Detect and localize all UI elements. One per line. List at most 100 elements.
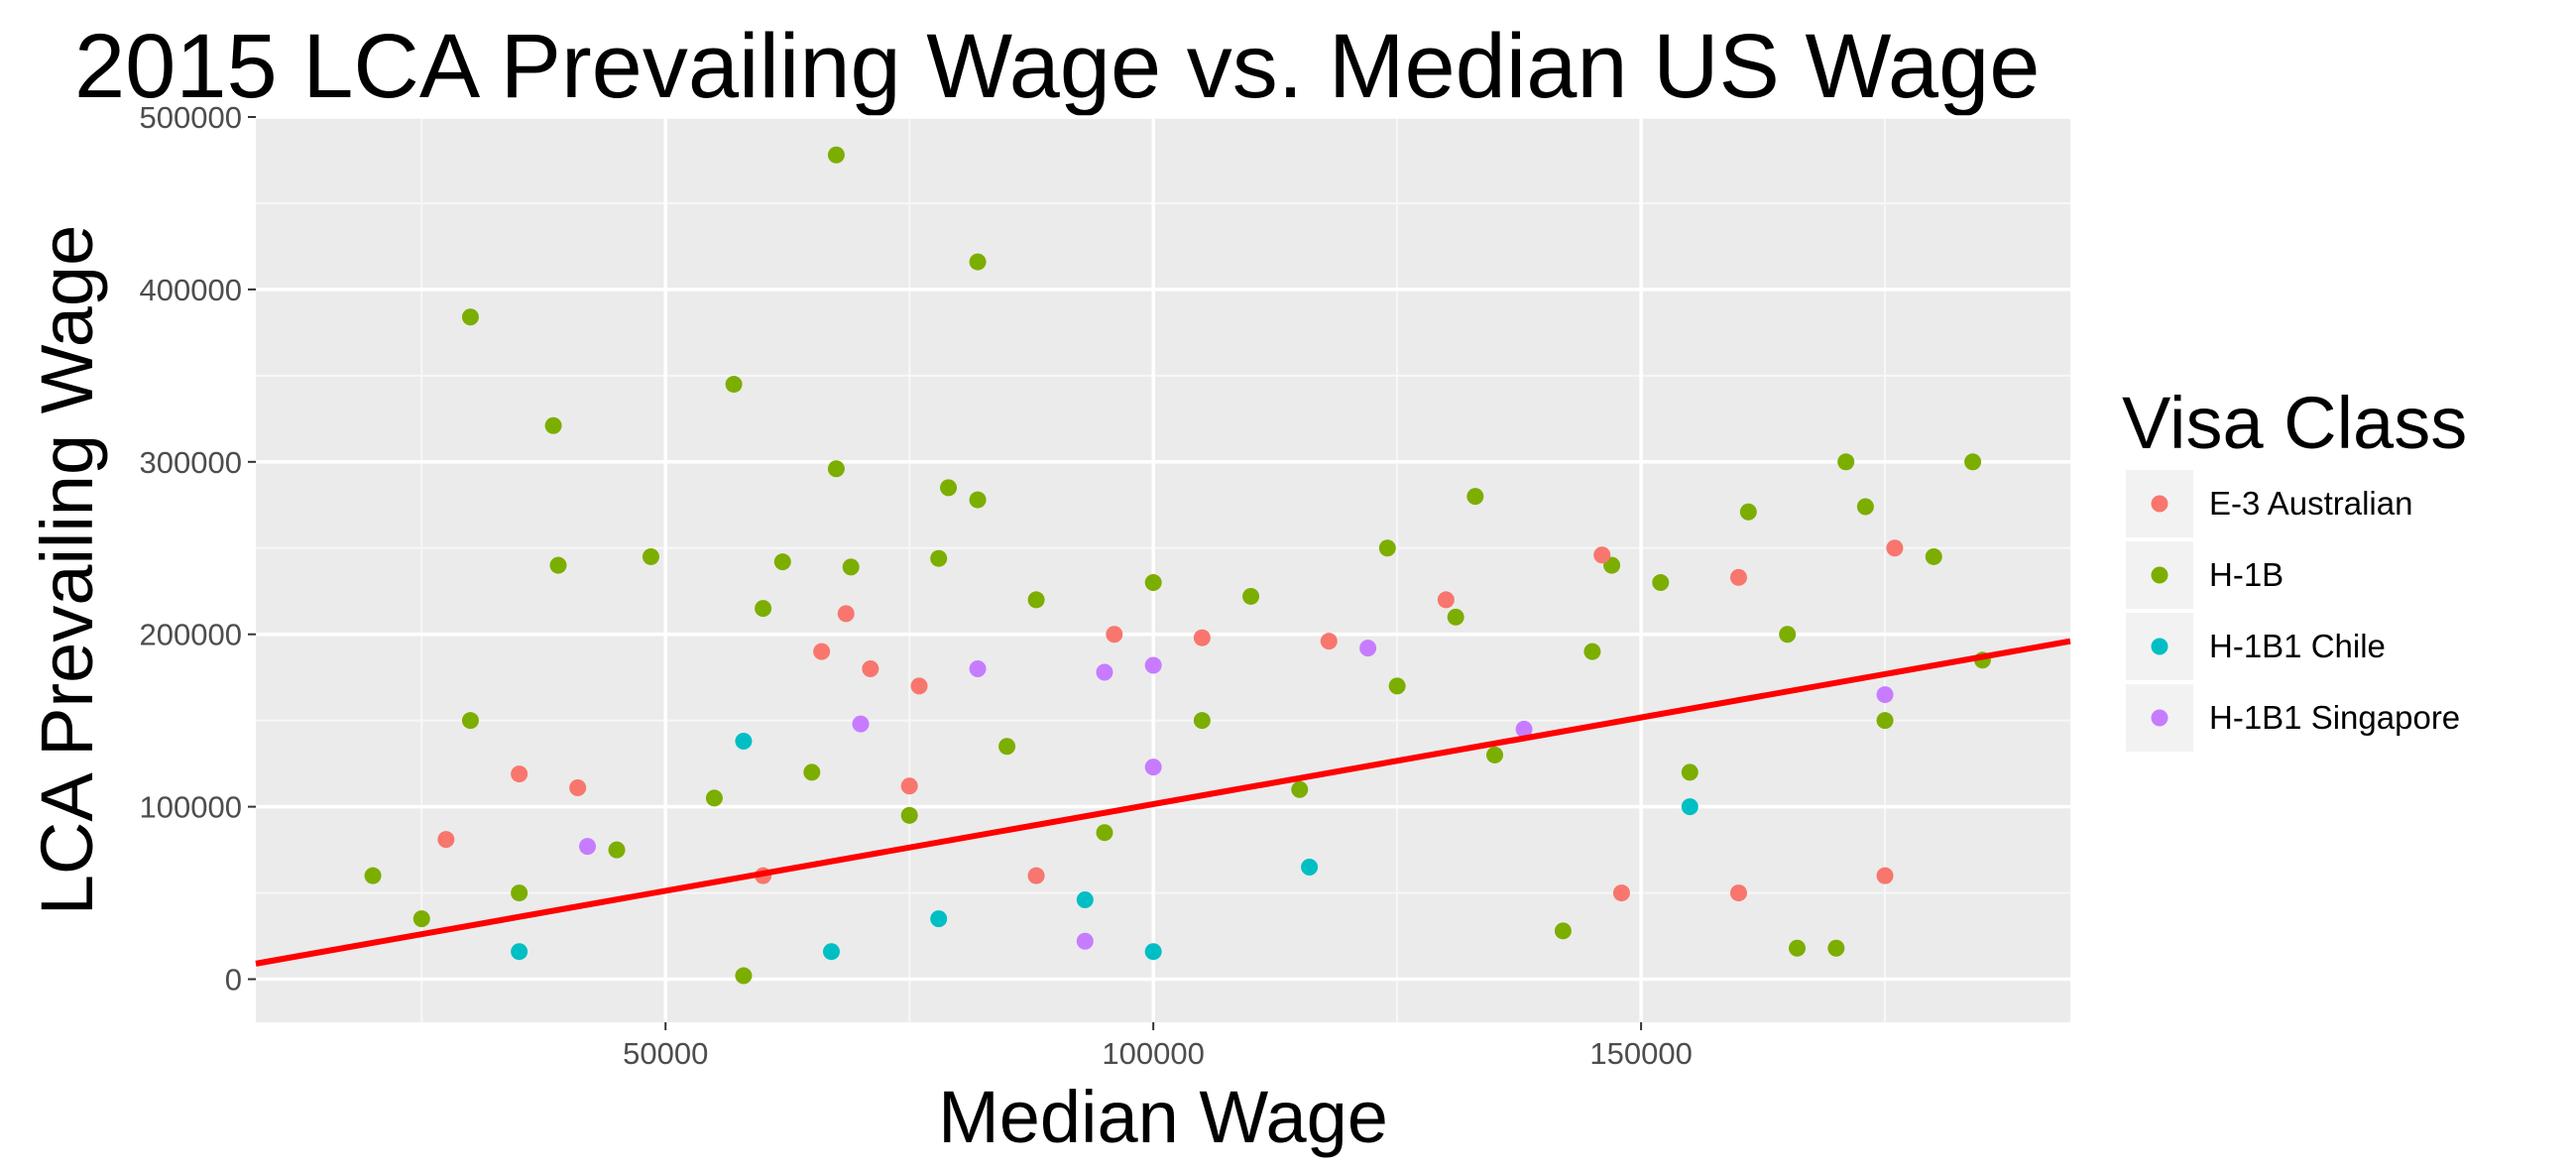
data-point	[930, 549, 948, 567]
data-point	[725, 376, 743, 394]
data-point	[1856, 498, 1874, 516]
trend-line	[255, 638, 2071, 967]
legend-label: E-3 Australian	[2209, 485, 2412, 522]
chart-title: 2015 LCA Prevailing Wage vs. Median US W…	[74, 16, 2040, 117]
data-point	[1144, 759, 1162, 776]
legend-marker	[2151, 709, 2168, 727]
x-axis-ticks: 50000 100000 150000	[623, 1022, 1693, 1071]
data-point	[803, 763, 821, 781]
data-point	[569, 778, 587, 796]
legend-item: H-1B1 Chile	[2126, 613, 2386, 680]
grid-minor	[256, 117, 2070, 1022]
data-point	[412, 910, 430, 928]
legend-marker	[2151, 495, 2168, 513]
data-point	[1027, 591, 1045, 609]
y-tick-label: 400000	[140, 273, 242, 307]
data-point	[1925, 547, 1942, 565]
legend: Visa Class E-3 Australian H-1B H-1B1 Chile…	[2122, 382, 2467, 752]
data-point	[755, 600, 772, 618]
data-point	[1554, 922, 1572, 940]
data-point	[364, 867, 382, 884]
data-point	[1837, 453, 1855, 471]
y-axis-title: LCA Prevailing Wage	[26, 225, 108, 916]
data-point	[900, 806, 918, 824]
data-point	[1681, 763, 1698, 781]
series-h-1b	[364, 146, 1991, 985]
data-point	[813, 643, 831, 660]
data-point	[852, 715, 870, 733]
legend-title: Visa Class	[2122, 382, 2467, 464]
x-axis-title: Median Wage	[938, 1076, 1388, 1158]
data-point	[1583, 643, 1601, 660]
plot-panel	[256, 117, 2070, 1022]
data-point	[735, 733, 753, 751]
data-point	[1193, 629, 1211, 646]
x-tick-label: 150000	[1589, 1036, 1692, 1071]
data-point	[608, 841, 626, 859]
data-point	[827, 146, 845, 164]
y-tick-label: 0	[225, 963, 242, 997]
legend-marker	[2151, 566, 2168, 584]
data-point	[910, 677, 928, 695]
series-h-1b1-singapore	[579, 640, 1894, 950]
data-point	[511, 943, 528, 961]
data-point	[822, 943, 840, 961]
data-point	[1886, 539, 1904, 557]
data-point	[837, 605, 855, 623]
data-point	[544, 416, 562, 434]
data-point	[900, 777, 918, 795]
data-point	[1388, 677, 1406, 695]
data-point	[1681, 798, 1698, 816]
data-point	[1106, 626, 1123, 644]
data-point	[1729, 884, 1747, 902]
data-point	[1027, 867, 1045, 884]
grid-major	[256, 115, 2070, 1022]
data-point	[1466, 488, 1484, 506]
data-point	[862, 659, 879, 677]
data-point	[549, 556, 567, 574]
data-point	[1193, 712, 1211, 730]
data-point	[1096, 824, 1113, 842]
data-point	[1320, 633, 1338, 650]
data-point	[1076, 932, 1094, 950]
data-point	[1876, 867, 1894, 884]
data-point	[842, 558, 860, 576]
data-point	[1739, 503, 1757, 521]
data-point	[1378, 539, 1396, 557]
data-point	[1779, 626, 1797, 644]
data-point	[969, 659, 987, 677]
data-point	[940, 479, 958, 497]
legend-item: E-3 Australian	[2126, 470, 2412, 537]
y-tick-label: 300000	[140, 445, 242, 480]
data-point	[1076, 891, 1094, 909]
data-point	[1144, 943, 1162, 961]
data-point	[1827, 939, 1845, 957]
data-point	[461, 308, 479, 326]
data-point	[1593, 546, 1611, 564]
data-point	[1876, 712, 1894, 730]
data-point	[1729, 568, 1747, 586]
data-point	[969, 253, 987, 271]
legend-label: H-1B	[2209, 556, 2283, 593]
data-point	[998, 738, 1016, 756]
y-tick-label: 100000	[140, 790, 242, 825]
y-tick-label: 500000	[140, 100, 242, 135]
legend-item: H-1B	[2126, 541, 2283, 609]
y-tick-label: 200000	[140, 618, 242, 652]
data-point	[461, 712, 479, 730]
series-h-1b1-chile	[511, 733, 1698, 961]
data-point	[969, 491, 987, 509]
data-point	[1447, 608, 1464, 626]
data-point	[579, 838, 597, 856]
data-point	[773, 553, 791, 571]
data-point	[1437, 591, 1455, 609]
trend-line-group	[255, 638, 2071, 967]
data-point	[1242, 587, 1260, 605]
data-point	[1876, 686, 1894, 704]
data-point	[1612, 884, 1630, 902]
data-point	[1486, 746, 1504, 763]
x-tick-label: 50000	[623, 1036, 708, 1071]
y-axis-ticks: 0 100000 200000 300000 400000 500000	[140, 100, 256, 997]
data-point	[1964, 453, 1982, 471]
